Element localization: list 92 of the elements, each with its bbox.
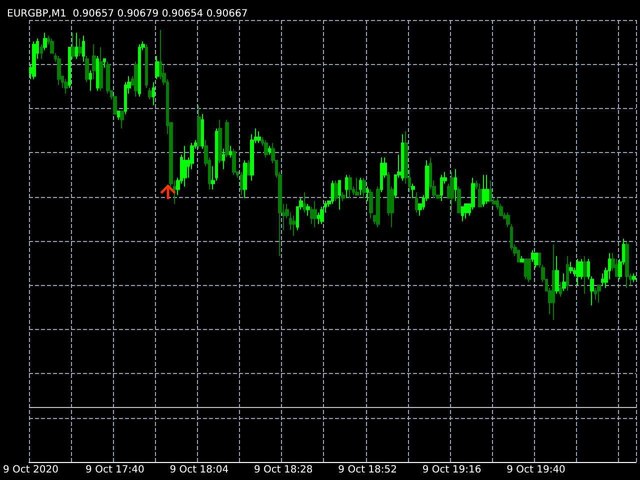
chart-title: EURGBP,M1 0.90657 0.90679 0.90654 0.90667 [7,8,248,20]
candlestick [415,192,418,214]
candlestick [257,130,261,144]
candlestick [229,145,232,158]
candlestick [338,180,341,210]
x-tick-label: 9 Oct 19:16 [422,464,482,476]
candlestick [534,252,538,268]
candlestick [576,258,580,286]
candlestick [555,256,559,294]
candlestick [292,214,296,236]
candlestick [92,44,96,80]
candlestick [461,206,464,222]
candlestick [155,55,159,80]
candlestick [464,203,468,219]
candlestick [138,44,141,98]
candlestick [197,104,201,150]
candlestick [401,134,404,182]
candlestick [96,55,99,92]
candlestick [43,32,47,51]
candlestick [75,32,78,60]
candlestick [366,186,369,202]
candlestick [457,186,461,214]
candlestick [559,282,562,298]
candlestick [482,174,485,208]
candlestick [152,82,155,106]
x-tick-label: 9 Oct 18:28 [254,464,313,476]
candlestick [411,183,415,199]
candlestick [489,180,492,202]
candlestick [148,87,152,100]
candlestick [552,244,555,320]
candlestick [625,241,629,288]
candlestick [32,40,36,80]
candlestick [632,272,636,283]
candlestick [103,58,106,68]
candlestick [583,256,587,294]
candlestick [247,160,250,176]
candlestick [594,287,597,300]
candlestick [222,148,225,170]
candlestick [362,177,366,199]
candlestick [240,171,243,196]
candlestick [134,61,138,98]
candlestick [117,110,120,120]
candlestick [380,156,383,193]
candlestick [569,261,573,274]
candlestick [359,177,362,196]
candlestick [68,46,71,88]
candlestick [89,70,92,92]
candlestick [524,258,527,280]
x-tick-label: 9 Oct 2020 [2,464,58,476]
candlestick [376,186,380,228]
candlestick [348,174,352,199]
candlestick [64,78,68,94]
candlestick [99,46,103,92]
candlestick [341,192,345,202]
candlestick [334,180,338,202]
candlestick [566,256,569,292]
candlestick [85,55,89,83]
candlestick [145,44,148,88]
x-tick-label: 9 Oct 18:52 [338,464,397,476]
candlestick [478,183,482,208]
candlestick [331,180,334,204]
candlestick [40,44,43,60]
candlestick [485,174,489,204]
candlestick [303,192,306,214]
x-tick-label: 9 Oct 18:04 [170,464,229,476]
candlestick [345,174,348,199]
x-tick-label: 9 Oct 17:40 [86,464,144,476]
candlestick [527,258,531,283]
candlestick [57,55,61,86]
candlestick [120,110,124,129]
candlestick [78,38,82,56]
candlestick [306,203,310,216]
x-tick-label: 9 Oct 19:40 [506,464,566,476]
candlestick [313,200,317,228]
candlestick [520,256,524,262]
candlestick [562,272,566,292]
candlestick [243,160,247,199]
candlestick [264,140,268,158]
candlestick [71,32,75,60]
candlestick [454,168,457,202]
candlestick [183,145,187,187]
candlestick [369,188,373,219]
candlestick [440,174,443,202]
candlestick [201,113,204,150]
candlestick [225,119,229,158]
candlestick [268,145,271,156]
candlestick [82,35,85,62]
candlestick [450,171,454,214]
candlestick [597,284,601,303]
candlestick [355,177,359,196]
candlestick [218,119,222,164]
candlestick [232,148,236,176]
